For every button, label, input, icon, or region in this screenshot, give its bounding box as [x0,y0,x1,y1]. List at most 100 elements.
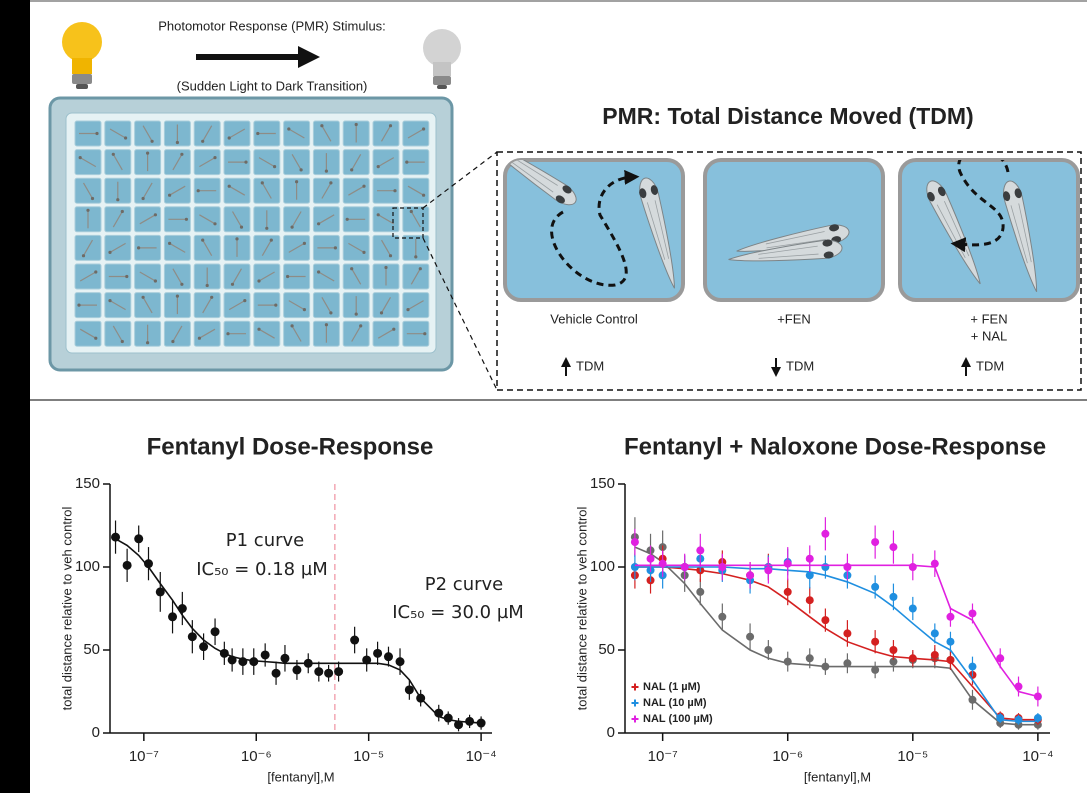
larva-head [150,139,154,143]
data-point [111,532,121,542]
larva-head [137,246,141,250]
larva [172,154,183,171]
tank-content [505,160,683,292]
data-point [996,714,1005,723]
larva-head [201,139,205,143]
data-point [871,637,880,646]
larva [79,271,97,282]
larva [291,154,302,171]
chart-title: Fentanyl + Naloxone Dose-Response [624,433,1046,460]
data-point [843,659,852,668]
larva-head [94,270,98,274]
larva-head [125,274,129,279]
y-axis-label: total distance relative to veh control [574,507,589,711]
larva [410,211,421,228]
larva [231,211,243,228]
larva [410,268,421,285]
data-point [968,609,977,618]
data-point [177,604,187,613]
larva-head [94,336,98,340]
larva-head [376,213,380,217]
data-point [871,582,880,591]
larva-head [260,181,264,185]
larva [407,300,424,311]
larva-head [256,131,260,136]
larva-head [146,151,150,155]
y-tick-label: 50 [83,641,100,658]
stimulus-arrow-head [298,46,320,68]
data-point [1033,692,1042,701]
larva [109,242,126,253]
larva-head [272,165,277,169]
data-point [383,652,393,662]
data-point [238,657,248,667]
larva-head [392,327,396,331]
larva [228,128,246,139]
larva [109,300,126,311]
larva-head [175,140,179,145]
larva [351,154,362,171]
larva [318,271,335,282]
larva-head [81,254,86,258]
side-bar [0,0,30,793]
data-point [155,587,165,597]
annotation: IC₅₀ = 0.18 µM [196,559,328,580]
x-tick-label: 10⁻⁵ [897,748,928,765]
larva-head [421,193,426,197]
data-point [946,655,955,664]
larva-head [384,265,388,270]
x-tick-label: 10⁻⁵ [353,748,384,765]
condition-label: + NAL [971,328,1008,343]
larva-head [274,303,278,307]
zoom-panel [496,151,1082,391]
larva-head [345,217,349,221]
data-point [871,665,880,674]
chart-title: Fentanyl Dose-Response [147,433,434,460]
data-point [134,534,144,544]
zoom-line [422,237,498,391]
larva-head [350,267,354,271]
larva [142,297,153,314]
larva-head [180,152,184,156]
larva [142,125,153,142]
larva [109,128,126,139]
x-tick-label: 10⁻⁶ [241,748,272,765]
data-point [805,571,814,580]
larva-head [290,225,294,229]
data-point [996,654,1005,663]
data-point [908,604,917,613]
legend-marker [631,699,639,707]
data-point [630,538,639,547]
data-point [395,657,405,667]
data-point [696,587,705,596]
larva [261,182,272,199]
legend-label: NAL (1 µM) [643,681,701,693]
effect-label: TDM [976,358,1004,373]
data-point [646,554,655,563]
condition-label: + FEN [970,311,1007,326]
light-bulb-on [62,22,102,89]
larva-head [175,294,179,298]
larva [288,300,305,311]
larva-head [205,283,209,288]
effect-label: TDM [786,358,814,373]
larva-head [324,169,328,173]
annotation: P1 curve [226,530,304,551]
data-point [783,559,792,568]
larva [291,325,302,342]
larva-head [409,209,413,214]
larva [79,328,97,339]
larva [199,214,216,225]
data-point [930,629,939,638]
larva [169,185,186,196]
zoom-line [422,151,498,209]
condition-label: +FEN [777,311,811,326]
data-point [746,632,755,641]
data-point [871,538,880,547]
data-point [930,559,939,568]
data-point [764,566,773,575]
larva-head [90,196,95,201]
larva-head [227,136,231,140]
data-point [968,695,977,704]
data-point [889,543,898,552]
